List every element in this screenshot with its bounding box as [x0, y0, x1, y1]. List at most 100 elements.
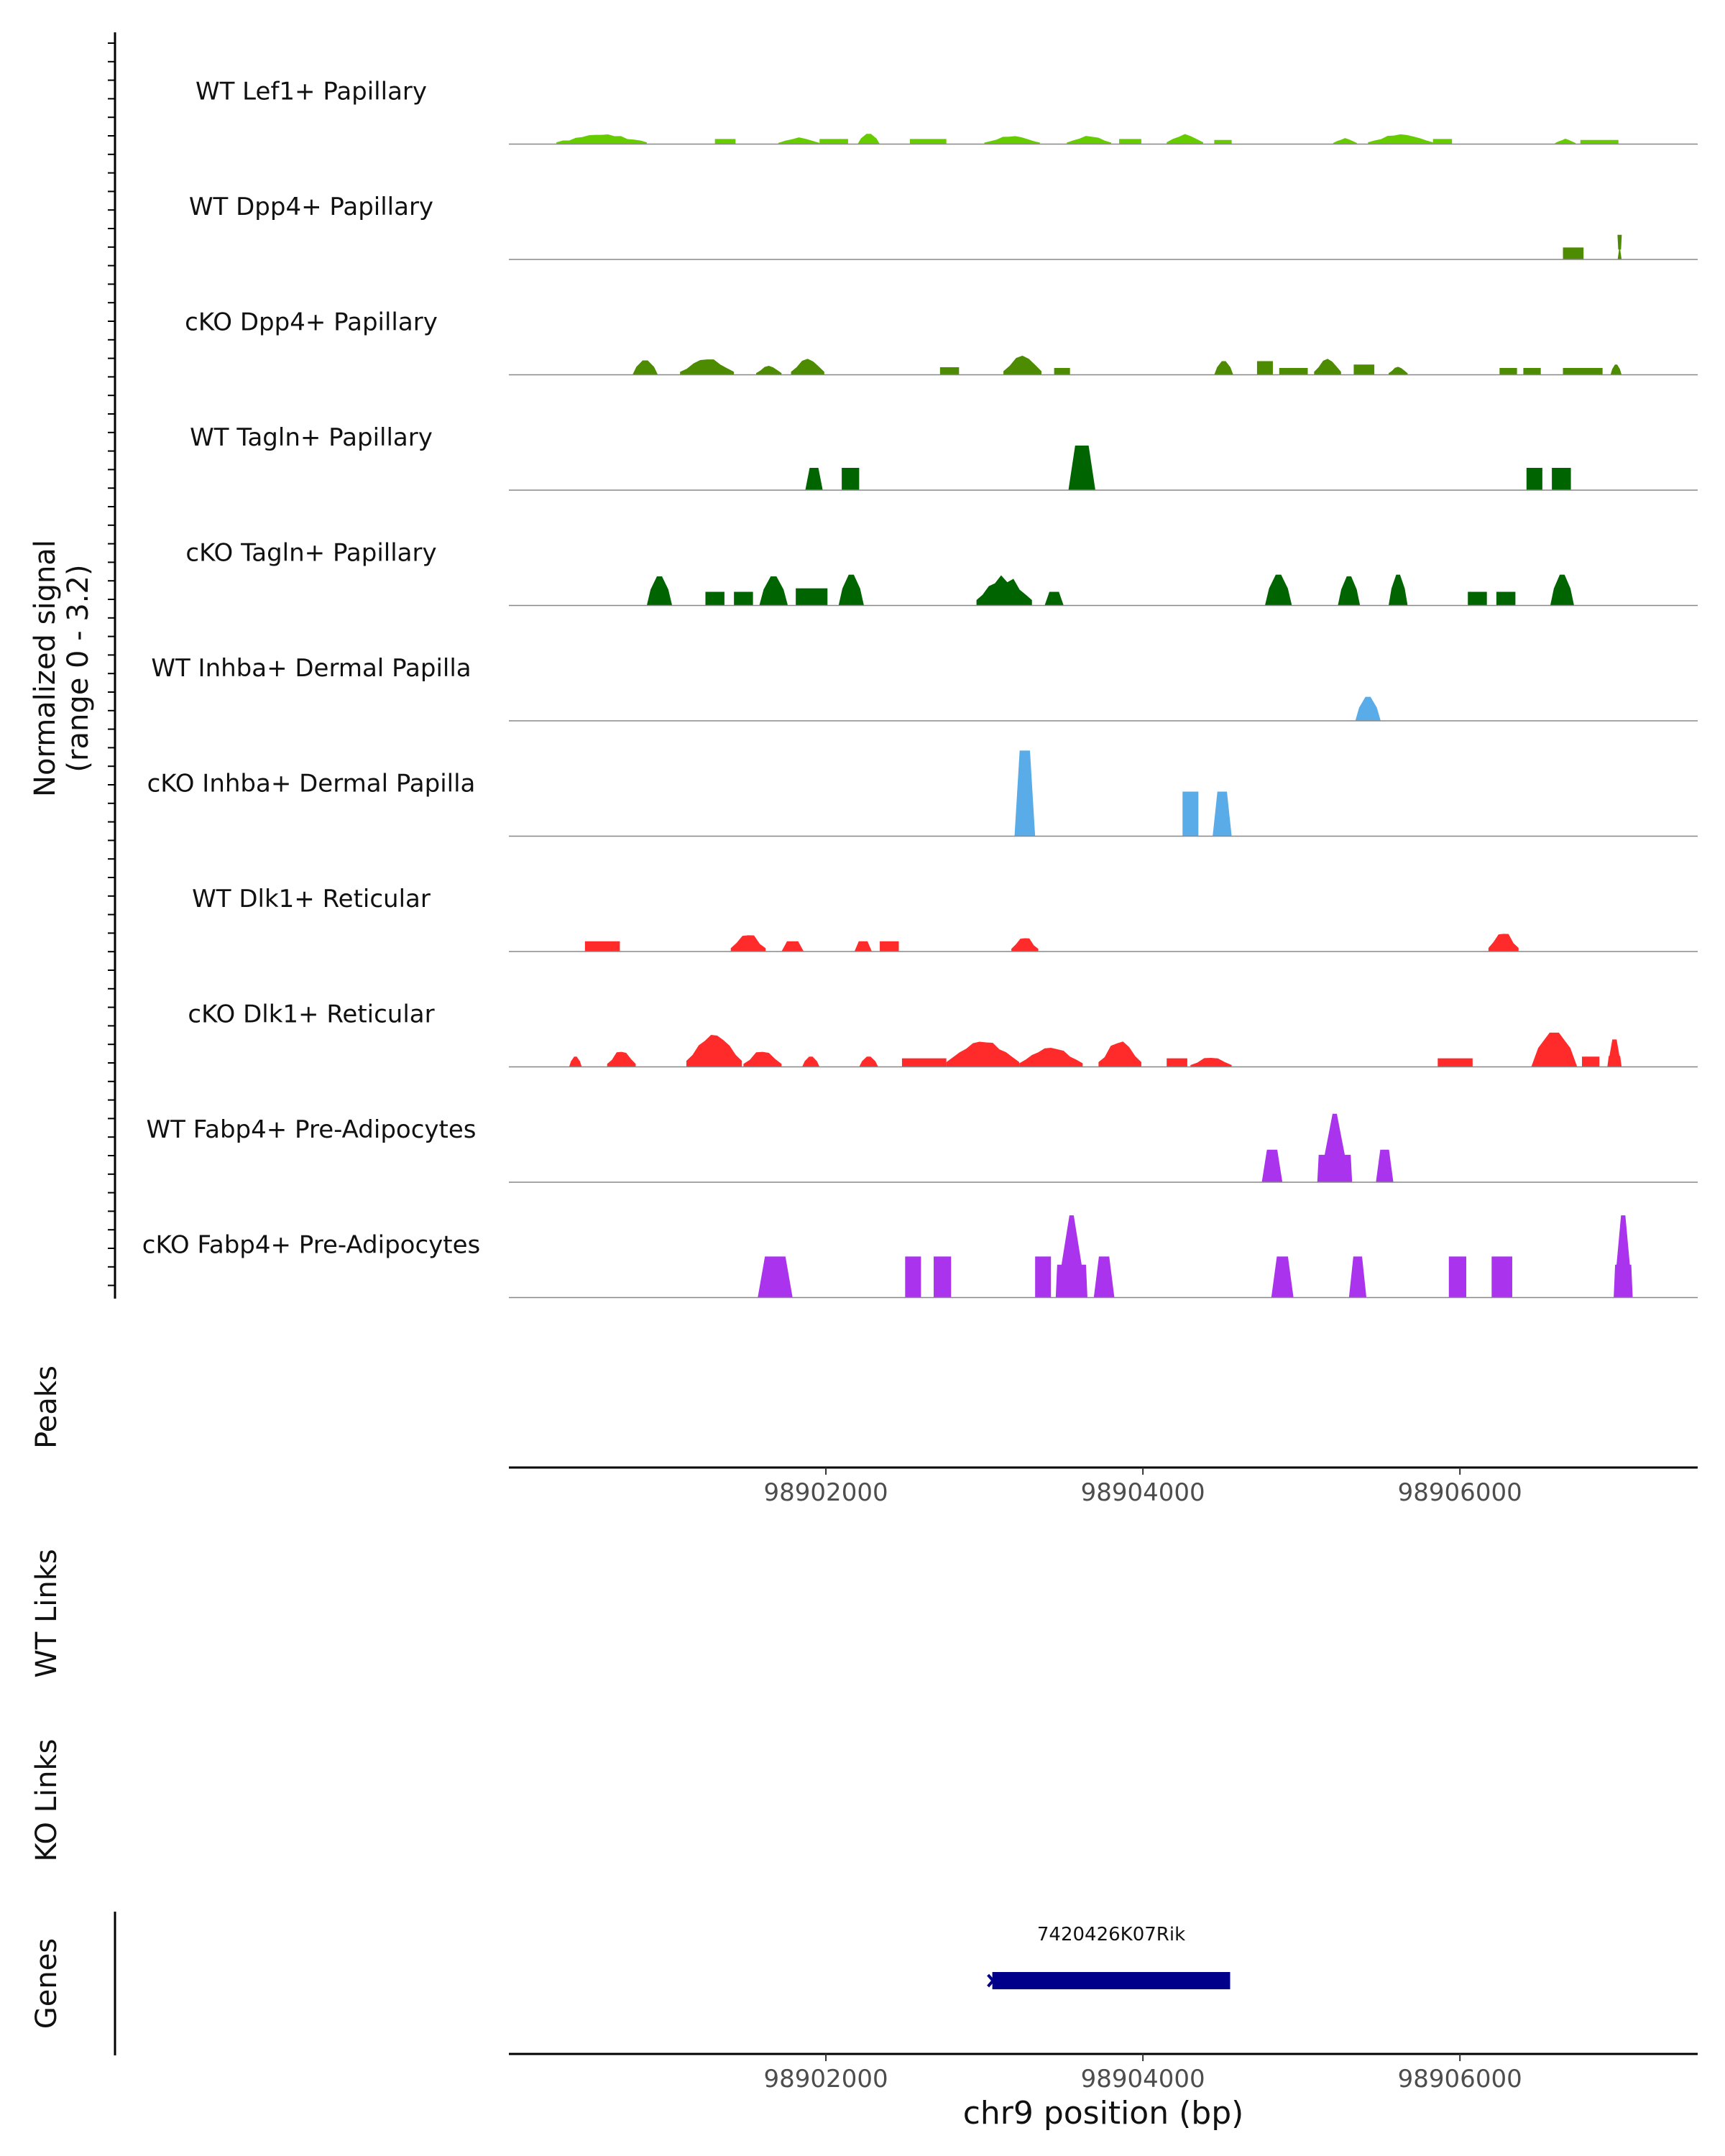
strand-marker — [1008, 1980, 1013, 1987]
strand-marker — [1220, 1974, 1225, 1981]
coverage-area — [1256, 361, 1273, 375]
strand-marker — [1149, 1974, 1154, 1981]
coverage-area — [680, 359, 735, 375]
strand-marker — [1105, 1980, 1110, 1987]
coverage-area — [1388, 367, 1408, 375]
strand-marker — [1199, 1974, 1204, 1981]
strand-marker — [1059, 1980, 1064, 1987]
coverage-area — [939, 367, 960, 375]
track-1: WT Dpp4+ Papillary — [189, 193, 1698, 260]
coverage-area — [584, 941, 620, 952]
coverage-area — [819, 139, 848, 144]
strand-marker — [1138, 1974, 1143, 1981]
strand-marker — [1005, 1974, 1010, 1981]
coverage-area — [1019, 1047, 1083, 1067]
strand-marker — [1030, 1980, 1035, 1987]
strand-marker — [1220, 1980, 1225, 1987]
coverage-area — [1563, 367, 1603, 375]
strand-marker — [1145, 1974, 1150, 1981]
strand-marker — [1016, 1980, 1021, 1987]
strand-marker — [1156, 1980, 1161, 1987]
strand-marker — [1095, 1980, 1100, 1987]
genes-panel: 7420426K07Rik — [987, 1924, 1230, 1989]
x-tick-label: 98902000 — [764, 2065, 888, 2093]
coverage-area — [1068, 446, 1095, 490]
x-axis-title: chr9 position (bp) — [963, 2095, 1244, 2132]
coverage-area — [1348, 1256, 1367, 1298]
coverage-area — [1496, 591, 1516, 606]
coverage-area — [734, 591, 753, 606]
strand-marker — [1059, 1974, 1064, 1981]
coverage-area — [607, 1051, 636, 1067]
strand-marker — [1109, 1980, 1114, 1987]
coverage-area — [1271, 1256, 1294, 1298]
coverage-area — [1388, 574, 1408, 606]
coverage-area — [905, 1256, 921, 1298]
coverage-area — [1563, 247, 1584, 259]
gene-end-marker — [1225, 1972, 1230, 1989]
strand-marker — [1019, 1974, 1024, 1981]
strand-marker — [1030, 1974, 1035, 1981]
strand-marker — [1152, 1980, 1157, 1987]
strand-marker — [1192, 1980, 1197, 1987]
strand-marker — [1080, 1974, 1085, 1981]
coverage-area — [1468, 591, 1487, 606]
strand-marker — [1109, 1974, 1114, 1981]
coverage-area — [1167, 134, 1203, 144]
x-tick-label: 98904000 — [1081, 2065, 1205, 2093]
coverage-area — [1614, 1215, 1633, 1298]
coverage-area — [857, 134, 880, 144]
strand-marker — [1217, 1980, 1222, 1987]
strand-marker — [1195, 1974, 1200, 1981]
coverage-area — [1448, 1256, 1467, 1298]
strand-marker — [1087, 1980, 1092, 1987]
strand-marker — [1098, 1974, 1103, 1981]
coverage-area — [1093, 1256, 1115, 1298]
coverage-area — [842, 468, 860, 490]
strand-marker — [1091, 1980, 1096, 1987]
coverage-area — [791, 359, 824, 375]
coverage-area — [934, 1256, 952, 1298]
strand-marker — [1170, 1974, 1175, 1981]
strand-marker — [1052, 1980, 1057, 1987]
strand-marker — [1055, 1974, 1060, 1981]
coverage-area — [1317, 1113, 1353, 1182]
coverage-area — [730, 935, 766, 952]
track-8: cKO Dlk1+ Reticular — [188, 1000, 1698, 1068]
strand-marker — [1066, 1980, 1071, 1987]
strand-marker — [1084, 1974, 1089, 1981]
coverage-area — [1264, 574, 1292, 606]
coverage-area — [1213, 791, 1232, 837]
coverage-area — [1582, 1056, 1600, 1067]
strand-marker — [1188, 1974, 1193, 1981]
coverage-area — [1526, 468, 1542, 490]
coverage-area — [556, 134, 647, 144]
strand-marker — [1070, 1974, 1075, 1981]
track-5: WT Inhba+ Dermal Papilla — [151, 654, 1698, 722]
strand-marker — [1202, 1974, 1208, 1981]
strand-marker — [1120, 1974, 1125, 1981]
strand-marker — [1034, 1980, 1039, 1987]
strand-marker — [1138, 1980, 1143, 1987]
wt-links-ylabel: WT Links — [30, 1549, 63, 1677]
strand-marker — [1005, 1980, 1010, 1987]
strand-marker — [1116, 1980, 1121, 1987]
peaks-ylabel: Peaks — [30, 1365, 63, 1449]
strand-marker — [1152, 1974, 1157, 1981]
strand-marker — [1023, 1980, 1028, 1987]
strand-marker — [1073, 1974, 1078, 1981]
coverage-area — [646, 576, 673, 606]
x-tick-label: 98906000 — [1398, 2065, 1522, 2093]
coverage-area — [880, 941, 899, 952]
strand-marker — [1127, 1974, 1132, 1981]
coverage-area — [1190, 1057, 1232, 1067]
track-label: WT Dlk1+ Reticular — [192, 885, 431, 913]
peaks-x-axis: 98902000 98904000 98906000 — [509, 1466, 1698, 1507]
strand-marker — [1206, 1980, 1211, 1987]
coverage-area — [778, 137, 820, 144]
strand-marker — [1174, 1980, 1179, 1987]
track-2: cKO Dpp4+ Papillary — [185, 308, 1698, 376]
strand-marker — [1095, 1974, 1100, 1981]
coverage-area — [1011, 938, 1039, 952]
coverage-area — [1610, 364, 1622, 375]
